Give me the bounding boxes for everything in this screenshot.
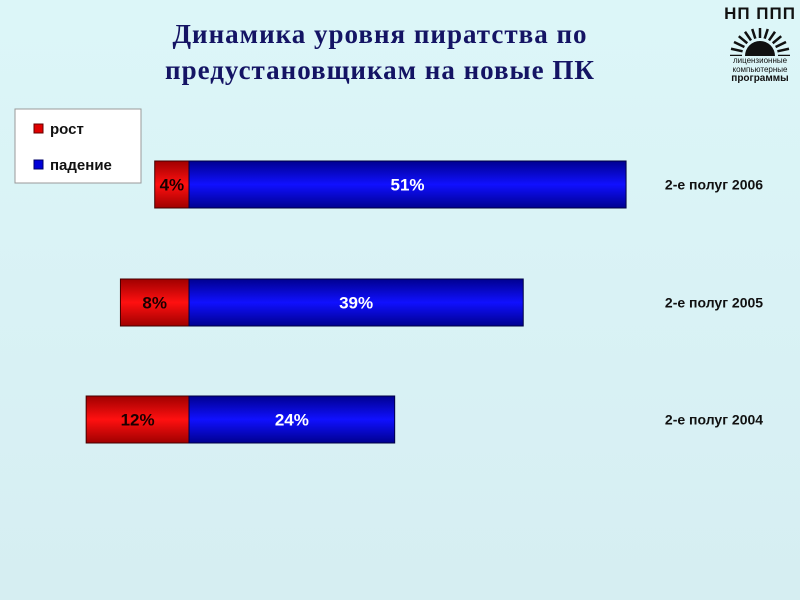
logo-text: НП ППП	[724, 4, 796, 23]
data-label: 24%	[275, 411, 309, 430]
category-label: 2-е полуг 2006	[665, 177, 763, 193]
legend: рост падение	[14, 108, 142, 184]
page-title: Динамика уровня пиратства по предустанов…	[165, 19, 595, 85]
logo: НП ППП лицензионные компьютерные програм…	[722, 4, 798, 84]
legend-label: падение	[50, 157, 112, 174]
logo-line: лицензионные	[732, 56, 788, 65]
data-label: 12%	[121, 411, 155, 430]
bar-padenie	[188, 160, 627, 209]
data-label: 4%	[160, 176, 185, 195]
logo-sunburst-icon	[730, 28, 790, 56]
bar-rost	[85, 395, 190, 444]
data-label: 8%	[142, 294, 167, 313]
logo-line: программы	[731, 73, 789, 84]
legend-label: рост	[50, 121, 84, 138]
legend-swatch-rost	[33, 123, 44, 134]
bar-padenie	[188, 278, 524, 327]
data-label: 51%	[391, 176, 425, 195]
category-label: 2-е полуг 2005	[665, 295, 763, 311]
category-label: 2-е полуг 2004	[665, 412, 763, 428]
bar-rost	[154, 160, 190, 209]
legend-swatch-padenie	[33, 159, 44, 170]
data-label: 39%	[339, 294, 373, 313]
logo-line: компьютерные	[732, 65, 788, 74]
bar-padenie	[188, 395, 396, 444]
